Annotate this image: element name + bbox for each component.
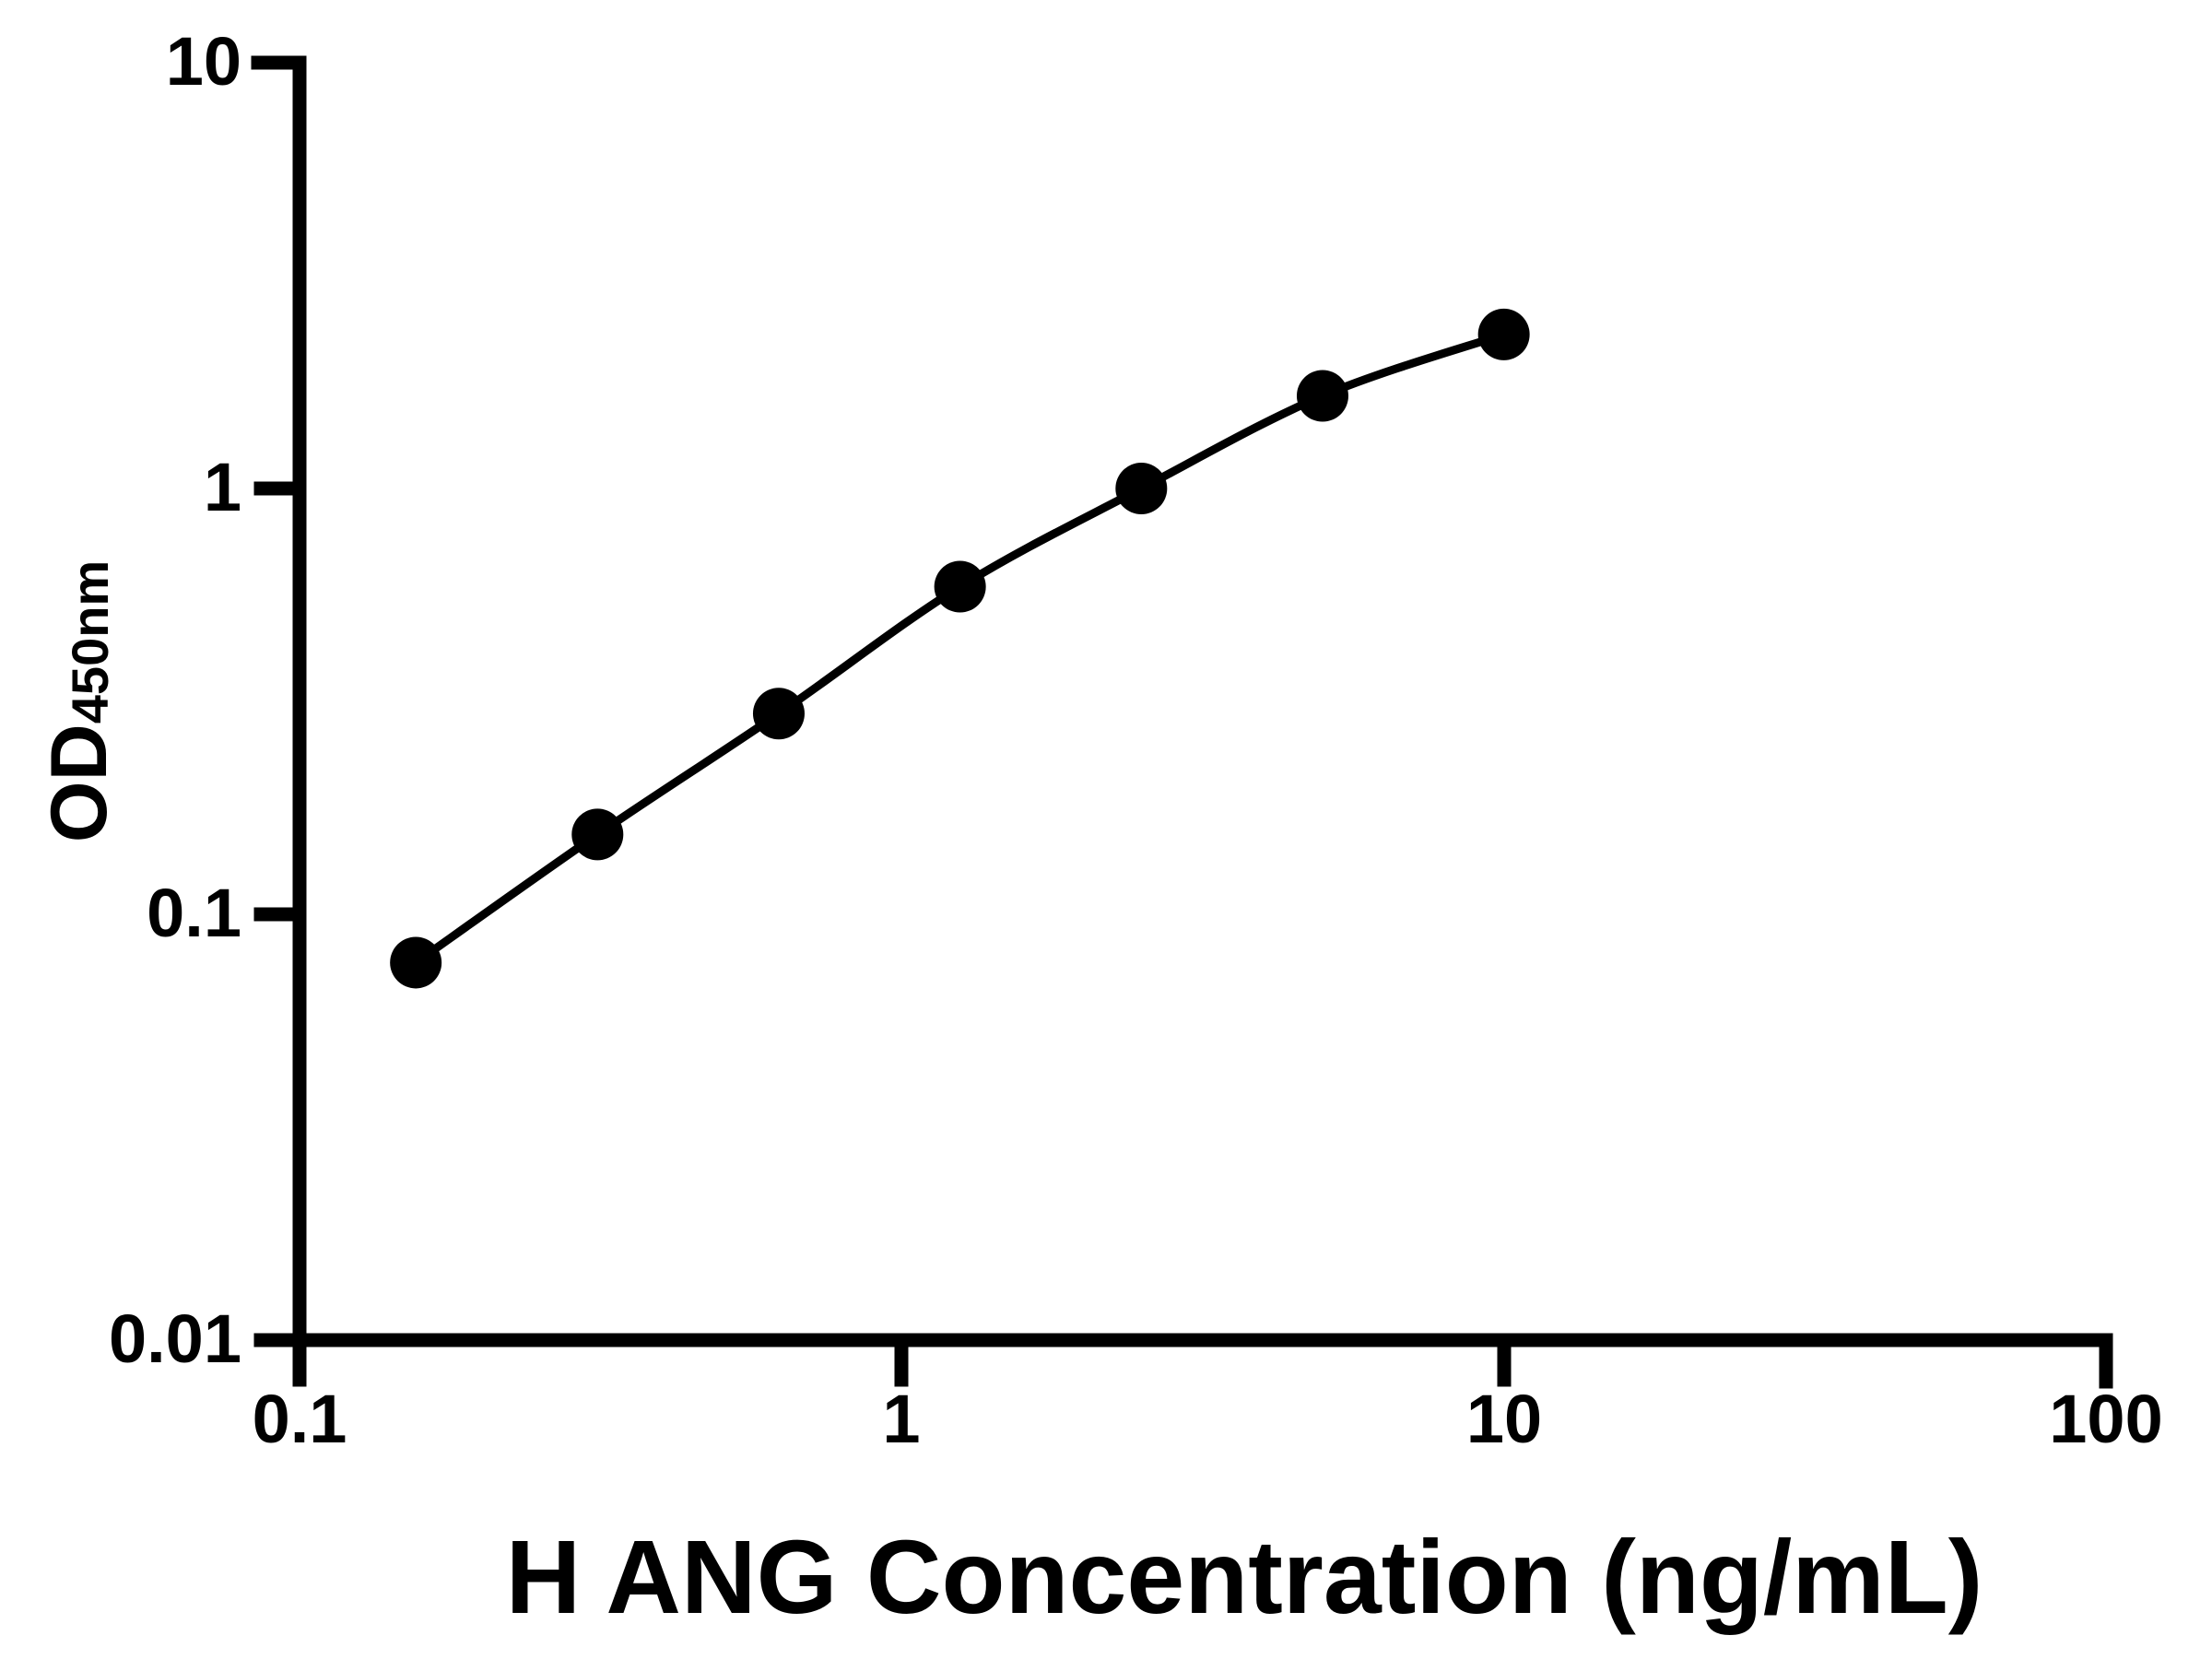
svg-text:1: 1: [204, 449, 241, 525]
svg-text:H ANG Concentration (ng/mL): H ANG Concentration (ng/mL): [506, 1519, 1983, 1635]
svg-text:0.1: 0.1: [253, 1381, 347, 1457]
svg-text:0.1: 0.1: [147, 875, 241, 951]
svg-text:0.01: 0.01: [109, 1300, 241, 1377]
svg-text:10: 10: [166, 23, 241, 100]
svg-text:100: 100: [2049, 1381, 2162, 1457]
svg-text:10: 10: [1466, 1381, 1542, 1457]
svg-text:1: 1: [882, 1381, 920, 1457]
